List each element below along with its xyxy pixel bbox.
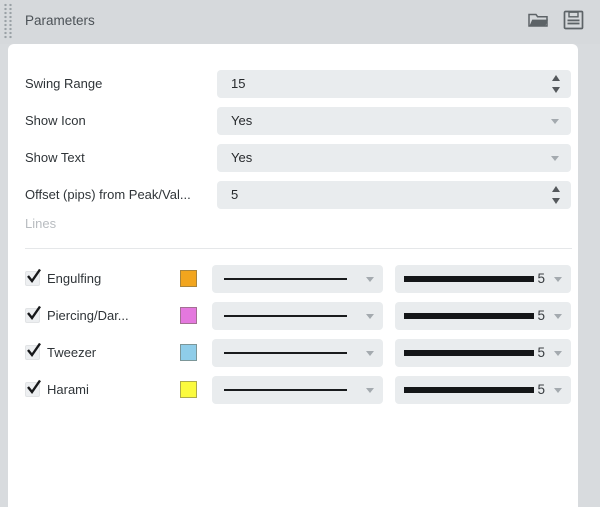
stepper-down-icon[interactable] [552, 87, 560, 93]
checkmark-icon [27, 305, 41, 321]
tweezer-label: Tweezer [47, 345, 97, 360]
line-width-value: 5 [537, 271, 545, 286]
show-icon-value: Yes [231, 113, 253, 128]
thick-line-icon [404, 313, 534, 319]
offset-input[interactable]: 5 [217, 181, 571, 209]
swing-range-stepper[interactable] [551, 75, 561, 93]
checkmark-icon [27, 379, 41, 395]
offset-stepper[interactable] [551, 186, 561, 204]
panel-header: Parameters [0, 0, 600, 44]
engulfing-color-swatch[interactable] [180, 270, 197, 287]
swing-range-input[interactable]: 15 [217, 70, 571, 98]
harami-checkbox[interactable] [25, 379, 41, 397]
solid-line-icon [224, 352, 347, 354]
engulfing-line-style-dropdown[interactable] [212, 265, 383, 293]
line-width-value: 5 [537, 382, 545, 397]
piercing-line-width-dropdown[interactable]: 5 [395, 302, 571, 330]
line-width-value: 5 [537, 345, 545, 360]
stepper-down-icon[interactable] [552, 198, 560, 204]
open-folder-glyph [528, 13, 548, 27]
section-divider [25, 248, 572, 249]
show-text-label: Show Text [25, 150, 85, 165]
harami-color-swatch[interactable] [180, 381, 197, 398]
swing-range-value: 15 [231, 76, 246, 91]
engulfing-line-width-dropdown[interactable]: 5 [395, 265, 571, 293]
chevron-down-icon[interactable] [366, 388, 374, 393]
thick-line-icon [404, 387, 534, 393]
piercing-color-swatch[interactable] [180, 307, 197, 324]
engulfing-checkbox[interactable] [25, 268, 41, 286]
engulfing-label: Engulfing [47, 271, 102, 286]
chevron-down-icon[interactable] [366, 314, 374, 319]
show-icon-label: Show Icon [25, 113, 86, 128]
tweezer-line-width-dropdown[interactable]: 5 [395, 339, 571, 367]
panel-title: Parameters [25, 13, 95, 28]
offset-value: 5 [231, 187, 239, 202]
chevron-down-icon[interactable] [554, 277, 562, 282]
tweezer-line-style-dropdown[interactable] [212, 339, 383, 367]
show-text-dropdown[interactable]: Yes [217, 144, 571, 172]
show-icon-dropdown[interactable]: Yes [217, 107, 571, 135]
chevron-down-icon[interactable] [554, 388, 562, 393]
line-row-engulfing: Engulfing 5 [8, 265, 578, 293]
chevron-down-icon[interactable] [551, 119, 559, 124]
parameters-panel: Swing Range 15 Show Icon Yes Show Text Y… [8, 44, 578, 507]
harami-line-style-dropdown[interactable] [212, 376, 383, 404]
show-text-value: Yes [231, 150, 253, 165]
checkmark-icon [27, 342, 41, 358]
offset-label: Offset (pips) from Peak/Val... [25, 187, 191, 202]
line-row-harami: Harami 5 [8, 376, 578, 404]
drag-handle[interactable] [3, 3, 13, 39]
stepper-up-icon[interactable] [552, 75, 560, 81]
stepper-up-icon[interactable] [552, 186, 560, 192]
chevron-down-icon[interactable] [366, 351, 374, 356]
solid-line-icon [224, 315, 347, 317]
tweezer-color-swatch[interactable] [180, 344, 197, 361]
harami-line-width-dropdown[interactable]: 5 [395, 376, 571, 404]
harami-label: Harami [47, 382, 89, 397]
swing-range-label: Swing Range [25, 76, 103, 91]
chevron-down-icon[interactable] [551, 156, 559, 161]
solid-line-icon [224, 278, 347, 280]
line-row-tweezer: Tweezer 5 [8, 339, 578, 367]
chevron-down-icon[interactable] [554, 314, 562, 319]
floppy-glyph [563, 10, 583, 29]
lines-section-title: Lines [25, 216, 57, 231]
save-icon[interactable] [561, 9, 585, 33]
line-row-piercing: Piercing/Dar... 5 [8, 302, 578, 330]
tweezer-checkbox[interactable] [25, 342, 41, 360]
line-width-value: 5 [537, 308, 545, 323]
chevron-down-icon[interactable] [554, 351, 562, 356]
piercing-label: Piercing/Dar... [47, 308, 129, 323]
solid-line-icon [224, 389, 347, 391]
checkmark-icon [27, 268, 41, 284]
piercing-line-style-dropdown[interactable] [212, 302, 383, 330]
piercing-checkbox[interactable] [25, 305, 41, 323]
open-file-icon[interactable] [526, 9, 550, 33]
thick-line-icon [404, 276, 534, 282]
chevron-down-icon[interactable] [366, 277, 374, 282]
thick-line-icon [404, 350, 534, 356]
